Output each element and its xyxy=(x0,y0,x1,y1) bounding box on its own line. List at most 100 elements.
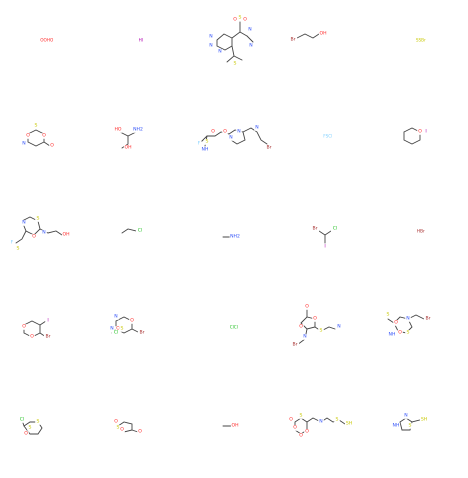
atom-label-background xyxy=(237,15,243,21)
atom-label: Cl xyxy=(113,329,117,335)
atom-label-background xyxy=(41,230,47,236)
atom-label-background xyxy=(128,317,135,324)
atom-label-background xyxy=(288,37,297,43)
molecule-formula-label: HBr xyxy=(417,229,425,234)
bond-line xyxy=(318,230,332,236)
atom-label-background xyxy=(424,315,433,322)
molecule-cell-2-2: NH2 xyxy=(187,191,281,287)
atom-label: N xyxy=(22,140,25,146)
atom-label-background xyxy=(114,325,121,332)
molecule-drawing: Cl xyxy=(121,228,144,234)
molecule-drawing: Br OH xyxy=(288,30,327,43)
atom-label-background xyxy=(311,315,318,322)
molecule-cell-2-4: HBr xyxy=(374,191,468,287)
atom-label-background xyxy=(118,427,125,434)
atom-label: Br xyxy=(45,333,50,339)
atom-label: N xyxy=(249,42,252,48)
atom-label: O xyxy=(32,234,36,240)
atom-label-background xyxy=(35,216,41,222)
atom-label: N xyxy=(229,134,232,140)
bond-line xyxy=(411,419,421,423)
atom-label: N xyxy=(405,413,408,419)
atom-label: Br xyxy=(426,315,431,321)
atom-label-background xyxy=(29,333,35,340)
molecule-cell-0-1: HI xyxy=(94,0,188,96)
atom-label: Br xyxy=(292,341,297,347)
molecule-drawing: FSCl xyxy=(323,133,332,138)
atom-label: OH xyxy=(232,423,239,429)
atom-label-background xyxy=(385,311,392,318)
atom-label: O xyxy=(305,303,309,309)
atom-label-background xyxy=(232,17,238,23)
atom-label-background xyxy=(310,226,319,232)
atom-label: O xyxy=(299,433,303,439)
molecule-drawing: OOHO xyxy=(40,37,54,42)
bond-line xyxy=(216,33,233,51)
bond-line xyxy=(246,35,254,43)
atom-label: S xyxy=(407,329,410,335)
atom-label-background xyxy=(222,128,228,135)
atom-label: OH xyxy=(124,144,131,150)
molecule-drawing: NH NS SH xyxy=(392,413,429,431)
molecule-formula-label: HI xyxy=(138,37,142,42)
atom-label: F xyxy=(11,240,14,246)
atom-label-background xyxy=(318,31,327,37)
atom-label: O xyxy=(30,333,34,339)
atom-label-background xyxy=(303,303,310,310)
atom-label: Cl xyxy=(333,226,337,232)
atom-label-background xyxy=(31,234,37,240)
atom-label-background xyxy=(335,323,342,330)
atom-label-background xyxy=(254,124,260,131)
molecule-cell-3-0: O O I Br xyxy=(0,287,94,383)
bond-line xyxy=(121,228,137,234)
atom-label-background xyxy=(405,329,412,336)
atom-label-background xyxy=(287,417,294,424)
atom-label-background xyxy=(297,323,304,330)
atom-label: O xyxy=(26,132,30,138)
atom-label: N xyxy=(22,220,25,226)
molecule-formula-label: SSBr xyxy=(416,37,426,42)
atom-label: S xyxy=(206,138,209,144)
molecule-cell-4-2: OH xyxy=(187,382,281,478)
atom-label: Cl xyxy=(20,417,24,423)
molecule-formula-label: ClCl xyxy=(230,324,238,329)
bond-line xyxy=(387,318,395,324)
bond-line xyxy=(242,127,268,145)
atom-label: O xyxy=(138,429,142,435)
atom-label: HO xyxy=(114,126,121,132)
bond-line xyxy=(403,127,421,145)
molecule-formula-label: FSCl xyxy=(323,133,332,138)
atom-label: Br xyxy=(267,144,272,150)
molecule-cell-3-4: S O N O NH S Br xyxy=(374,287,468,383)
molecule-drawing: SSBr xyxy=(416,37,426,42)
atom-label: OH xyxy=(319,30,326,36)
atom-label-background xyxy=(236,128,242,135)
atom-label: O xyxy=(42,132,46,138)
atom-label: S xyxy=(35,122,38,128)
atom-label: S xyxy=(17,246,20,252)
atom-label: Br xyxy=(290,36,295,42)
atom-label-background xyxy=(265,144,274,151)
atom-label-background xyxy=(108,325,115,332)
atom-label: NH xyxy=(389,331,396,337)
atom-label-background xyxy=(420,417,429,424)
atom-label-background xyxy=(15,246,21,252)
atom-label: O xyxy=(24,431,28,437)
atom-label: O xyxy=(120,427,124,433)
atom-label-background xyxy=(317,419,324,426)
atom-label: S xyxy=(335,417,338,423)
atom-label: O xyxy=(223,128,227,134)
atom-label: NH xyxy=(202,146,209,152)
molecule-cell-0-4: SSBr xyxy=(374,0,468,96)
atom-label: O xyxy=(211,128,215,134)
molecule-formula-label: OOHO xyxy=(40,37,54,42)
molecule-cell-4-4: NH N S SH xyxy=(374,382,468,478)
atom-label-background xyxy=(45,317,51,324)
